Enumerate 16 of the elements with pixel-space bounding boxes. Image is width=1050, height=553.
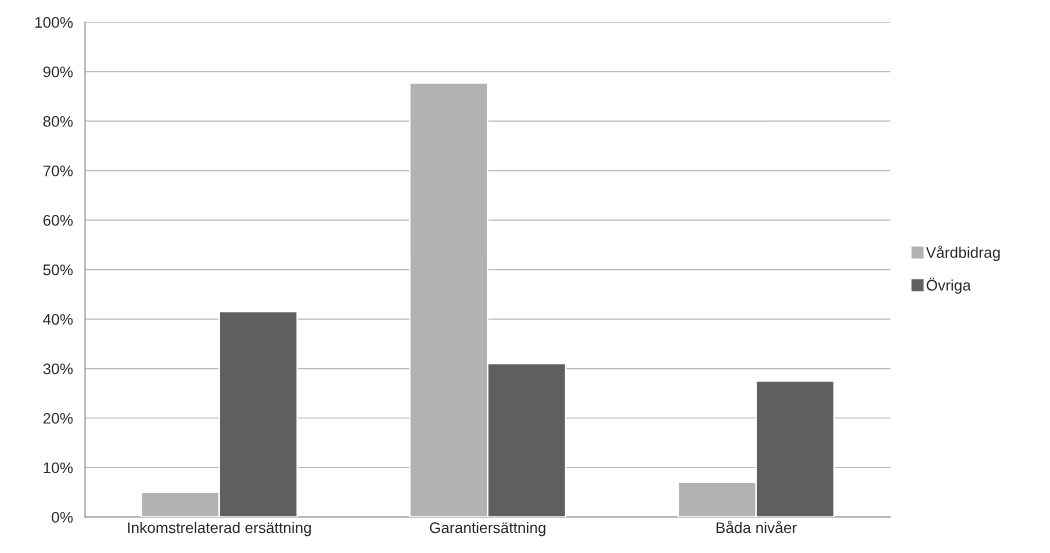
y-tick-label: 30% — [43, 363, 73, 375]
y-tick-label: 90% — [43, 66, 73, 78]
y-tick-label: 70% — [43, 165, 73, 177]
legend-label: Övriga — [926, 277, 971, 294]
y-tick-label: 100% — [35, 16, 73, 28]
legend-label: Vårdbidrag — [926, 245, 1000, 261]
y-tick-label: 0% — [51, 511, 73, 523]
y-tick-label: 20% — [43, 412, 73, 424]
y-tick-label: 40% — [43, 313, 73, 325]
y-tick-label: 10% — [43, 462, 73, 474]
y-tick-label: 80% — [43, 115, 73, 127]
y-tick-label: 60% — [43, 214, 73, 226]
x-tick-label: Båda nivåer — [716, 520, 797, 534]
x-tick-label: Garantiersättning — [429, 521, 546, 537]
x-tick-label: Inkomstrelaterad ersättning — [128, 521, 311, 537]
y-tick-label: 50% — [43, 264, 73, 276]
